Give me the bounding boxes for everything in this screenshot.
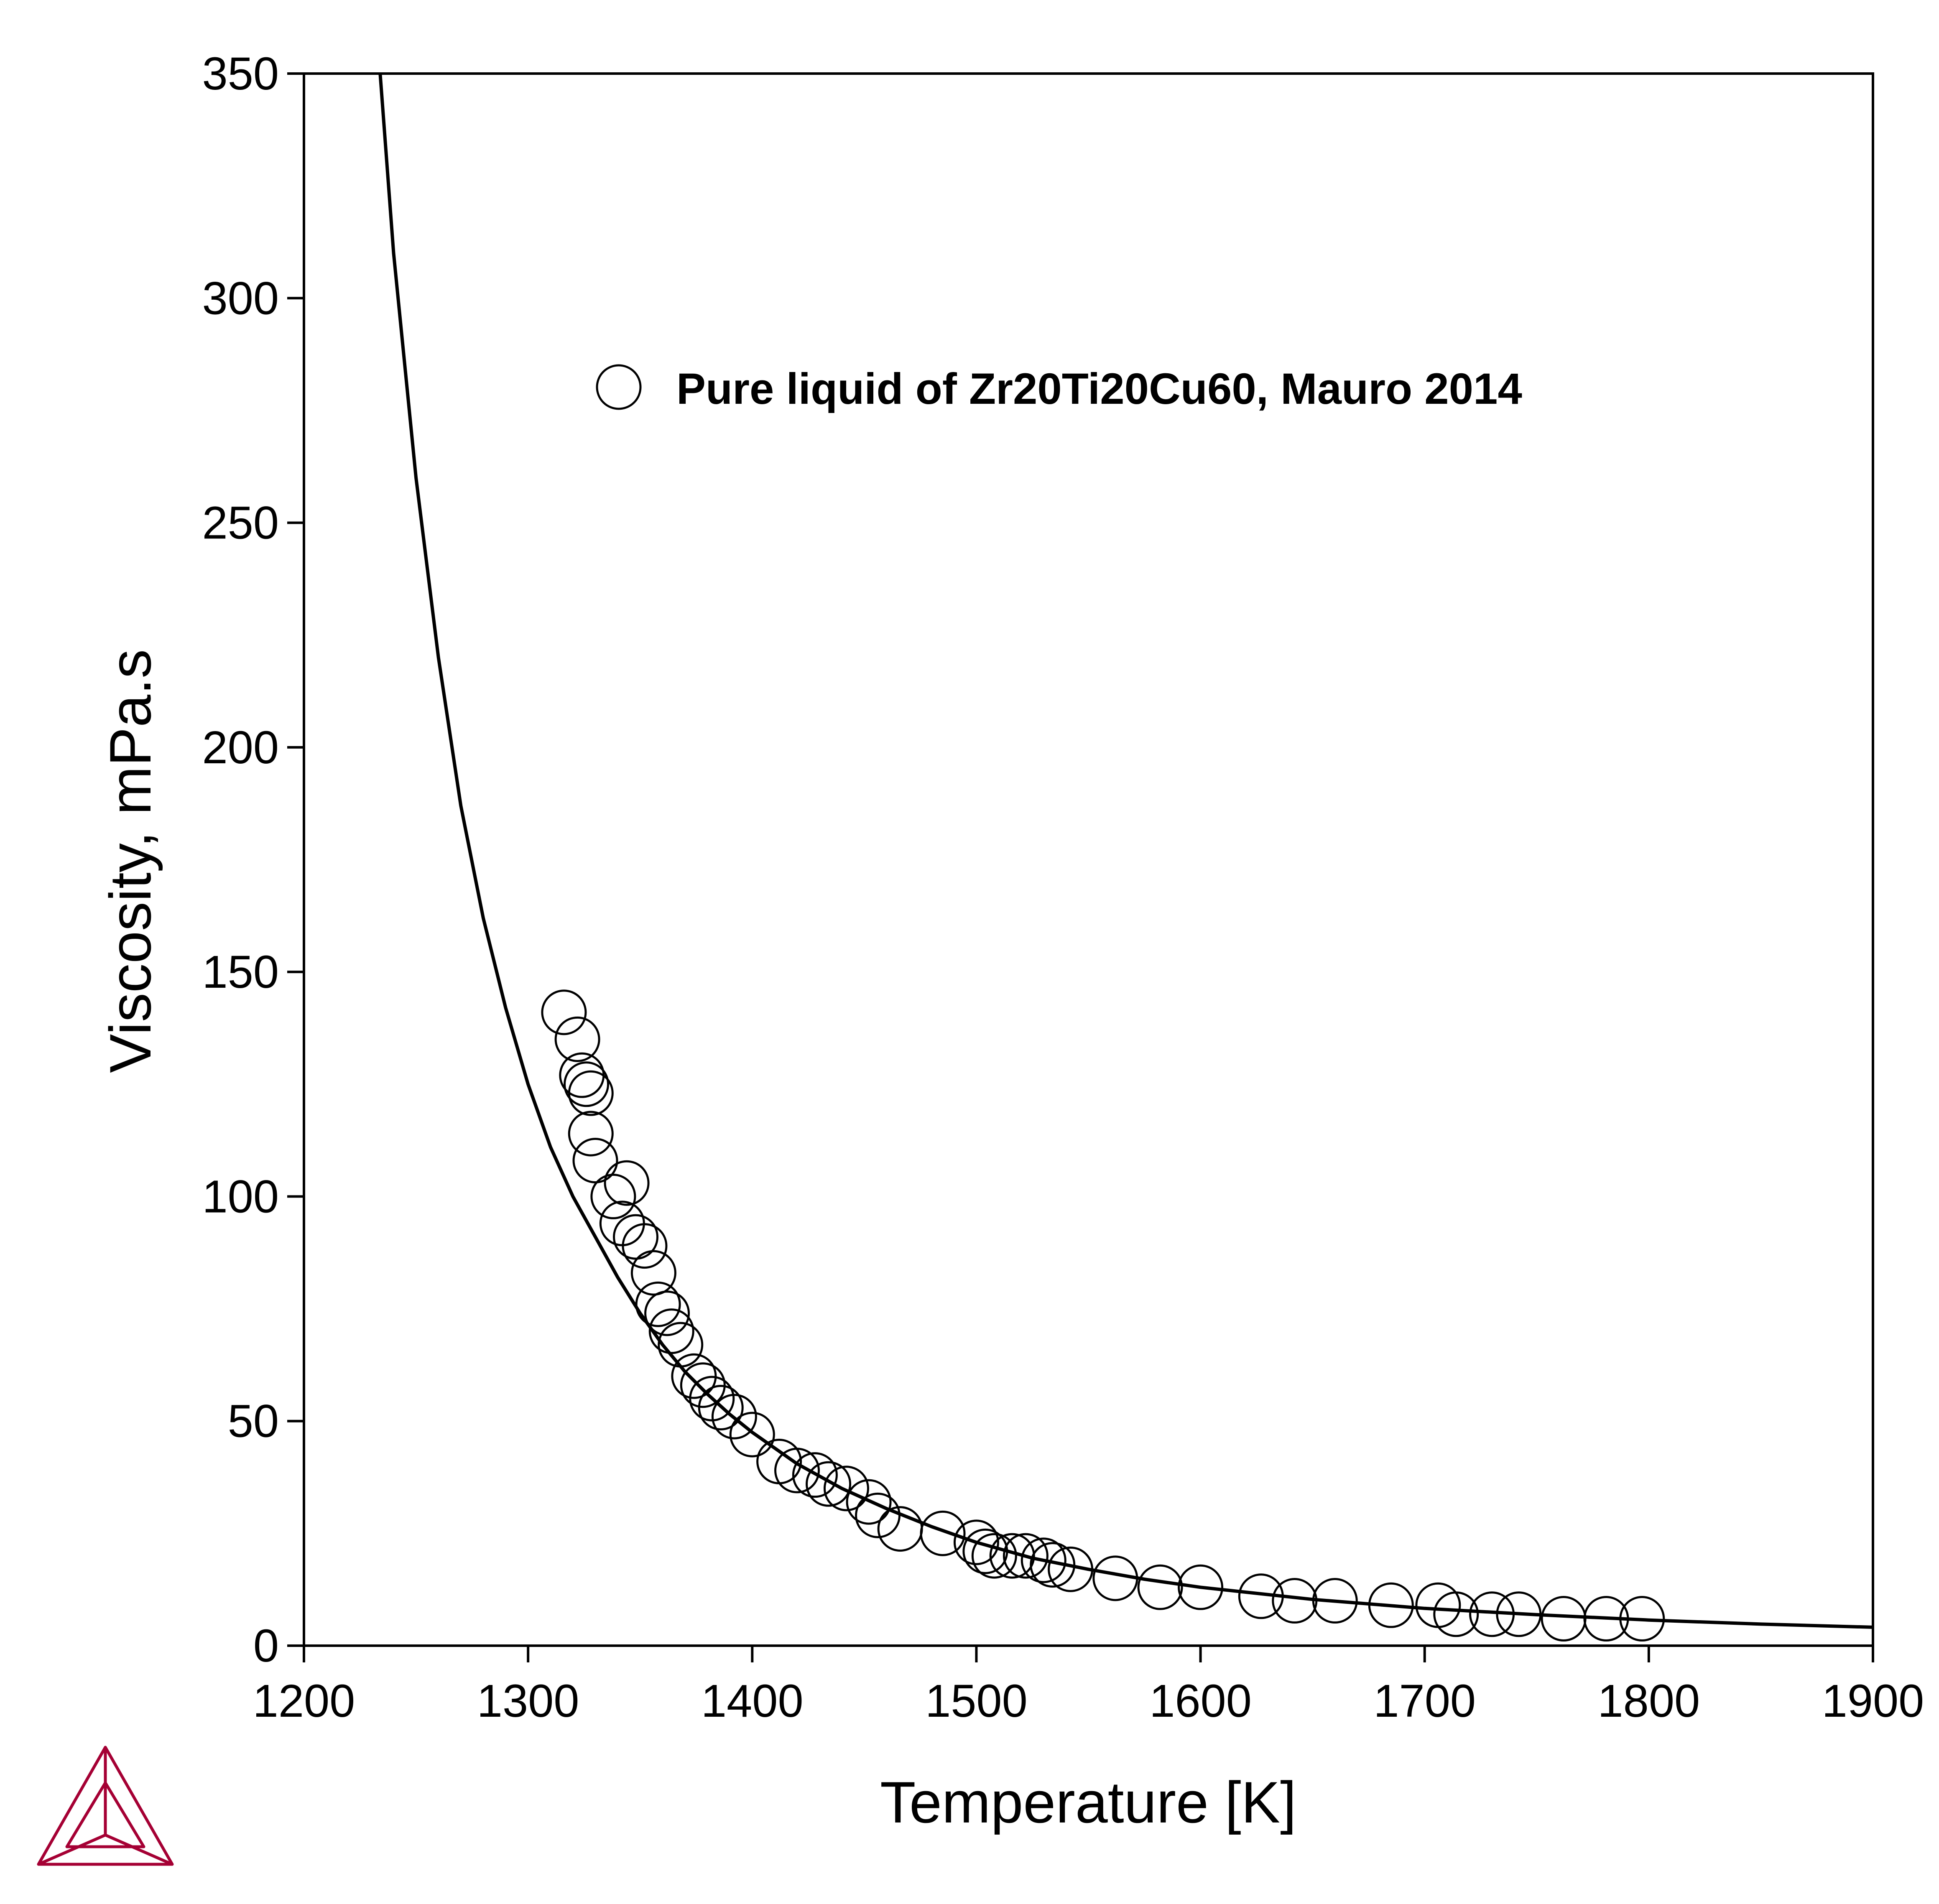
data-point: [806, 1461, 852, 1507]
x-tick-label: 1300: [477, 1675, 579, 1727]
data-point: [564, 1061, 610, 1107]
data-point: [622, 1223, 668, 1269]
plot-frame: [303, 72, 1874, 1647]
x-tick-label: 1400: [701, 1675, 804, 1727]
data-point: [846, 1479, 892, 1525]
data-point: [572, 1137, 618, 1183]
x-tick-label: 1700: [1373, 1675, 1476, 1727]
x-tick-label: 1500: [925, 1675, 1028, 1727]
data-point: [635, 1281, 681, 1327]
data-point: [1469, 1591, 1515, 1637]
y-tick-label: 300: [202, 273, 279, 324]
data-point: [823, 1466, 869, 1511]
data-point: [792, 1452, 838, 1498]
data-point: [568, 1070, 614, 1116]
data-point: [1541, 1596, 1587, 1642]
data-point: [1092, 1555, 1138, 1601]
data-point: [1030, 1542, 1076, 1588]
data-point: [1415, 1582, 1461, 1628]
data-point: [971, 1533, 1017, 1579]
data-point: [920, 1510, 966, 1556]
y-tick-label: 150: [202, 946, 279, 998]
y-axis-title: Viscosity, mPa.s: [97, 649, 163, 1073]
y-tick-label: 100: [202, 1171, 279, 1222]
data-point: [953, 1519, 999, 1565]
x-axis-ticks: 1200 1300 1400 1500 1600 1700 1800 1900: [253, 1646, 1924, 1727]
data-point: [554, 1016, 600, 1062]
data-point: [604, 1160, 650, 1206]
y-tick-label: 50: [228, 1396, 279, 1447]
data-point: [1178, 1564, 1224, 1610]
data-point: [648, 1308, 694, 1354]
data-point: [1021, 1537, 1066, 1583]
x-tick-label: 1600: [1149, 1675, 1252, 1727]
x-tick-label: 1200: [253, 1675, 355, 1727]
data-point: [644, 1290, 690, 1336]
data-point: [1137, 1564, 1183, 1610]
data-point: [962, 1528, 1008, 1574]
data-point: [1003, 1533, 1049, 1579]
legend-marker: [596, 364, 642, 410]
triangle-logo-icon: [37, 1746, 174, 1866]
y-tick-label: 0: [253, 1620, 279, 1672]
data-point: [698, 1384, 744, 1430]
data-point: [774, 1448, 820, 1494]
data-point: [630, 1250, 676, 1296]
x-tick-label: 1800: [1597, 1675, 1700, 1727]
model-curve-line: [378, 73, 1873, 1629]
y-axis-ticks: 0 50 100 150 200 250 300 350: [202, 48, 304, 1672]
data-point: [612, 1214, 658, 1260]
data-point: [1312, 1578, 1358, 1624]
data-point: [855, 1492, 901, 1538]
legend: Pure liquid of Zr20Ti20Cu60, Mauro 2014: [596, 364, 1522, 413]
data-point: [1048, 1546, 1094, 1592]
data-point: [541, 989, 587, 1035]
data-points-layer: [541, 989, 1665, 1642]
model-curve-layer: [378, 73, 1873, 1629]
data-point: [989, 1533, 1035, 1579]
data-point: [729, 1412, 775, 1458]
x-tick-label: 1900: [1822, 1675, 1924, 1727]
data-point: [711, 1394, 757, 1440]
data-point: [1619, 1596, 1665, 1642]
y-tick-label: 350: [202, 48, 279, 99]
data-point: [658, 1322, 704, 1368]
y-tick-label: 200: [202, 722, 279, 773]
data-point: [1238, 1573, 1284, 1619]
data-point: [599, 1201, 645, 1246]
legend-label: Pure liquid of Zr20Ti20Cu60, Mauro 2014: [676, 364, 1522, 413]
data-point: [590, 1173, 636, 1219]
data-point: [1272, 1578, 1318, 1624]
y-tick-label: 250: [202, 497, 279, 549]
data-point: [1433, 1591, 1479, 1637]
data-point: [1583, 1596, 1629, 1642]
x-axis-title: Temperature [K]: [880, 1769, 1296, 1835]
data-point: [1368, 1582, 1414, 1628]
data-point: [1496, 1591, 1542, 1637]
data-point: [568, 1111, 614, 1157]
